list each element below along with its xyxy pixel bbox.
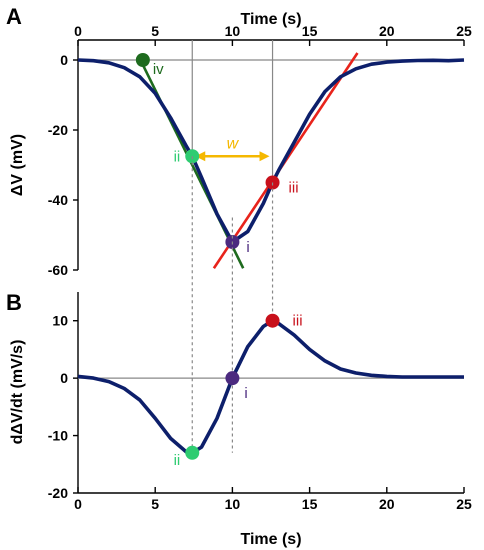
point-i-label: i xyxy=(246,239,249,256)
panel-b-y-tick-label: 10 xyxy=(52,313,68,329)
panel-a-curve xyxy=(77,58,465,244)
panel-b-x-tick-label: 20 xyxy=(379,496,395,512)
panel-a-x-tick-label: 10 xyxy=(225,23,241,39)
panel-b-y-tick-label: 0 xyxy=(60,370,68,386)
point-i-label: i xyxy=(244,385,247,402)
panel-a-x-tick-label: 0 xyxy=(74,23,82,39)
width-arrow-head-left xyxy=(195,151,206,162)
panel-a-y-tick-label: -60 xyxy=(48,262,68,278)
panel-b-x-tick-label: 10 xyxy=(225,496,241,512)
panel-b-letter: B xyxy=(6,290,22,315)
panel-b-y-tick-label: -20 xyxy=(48,485,68,501)
panel-b-x-tick-label: 5 xyxy=(151,496,159,512)
point-ii-label: ii xyxy=(174,452,181,469)
panel-b-y-tick-label: -10 xyxy=(48,428,68,444)
panel-b-x-tick-label: 25 xyxy=(456,496,472,512)
panel-a-y-tick-label: 0 xyxy=(60,52,68,68)
point-ii-label: ii xyxy=(174,148,181,165)
panel-a-xlabel: Time (s) xyxy=(240,11,301,28)
width-label: w xyxy=(227,135,240,152)
point-iii-label: iii xyxy=(289,180,299,197)
point-iii-marker xyxy=(265,313,280,328)
point-iv-label: iv xyxy=(153,61,164,78)
panel-a-ylabel: ΔV (mV) xyxy=(9,134,26,196)
panel-a-letter: A xyxy=(6,4,22,29)
point-iv-marker xyxy=(135,53,150,67)
panel-a-x-tick-label: 20 xyxy=(379,23,395,39)
point-ii-marker xyxy=(185,445,200,460)
panel-a-x-tick-label: 5 xyxy=(151,23,159,39)
panel-b-xlabel: Time (s) xyxy=(240,531,301,548)
panel-b-x-tick-label: 0 xyxy=(74,496,82,512)
width-arrow-head-right xyxy=(259,151,270,162)
panel-a-y-tick-label: -20 xyxy=(48,122,68,138)
panel-b-curve xyxy=(77,318,464,455)
panel-b-ylabel: dΔV/dt (mV/s) xyxy=(9,340,26,445)
panel-a-x-tick-label: 25 xyxy=(456,23,472,39)
point-iii-label: iii xyxy=(293,313,303,330)
point-i-marker xyxy=(225,371,240,386)
panel-a-y-tick-label: -40 xyxy=(48,192,68,208)
panel-b-x-tick-label: 15 xyxy=(302,496,318,512)
panel-a-x-tick-label: 15 xyxy=(302,23,318,39)
